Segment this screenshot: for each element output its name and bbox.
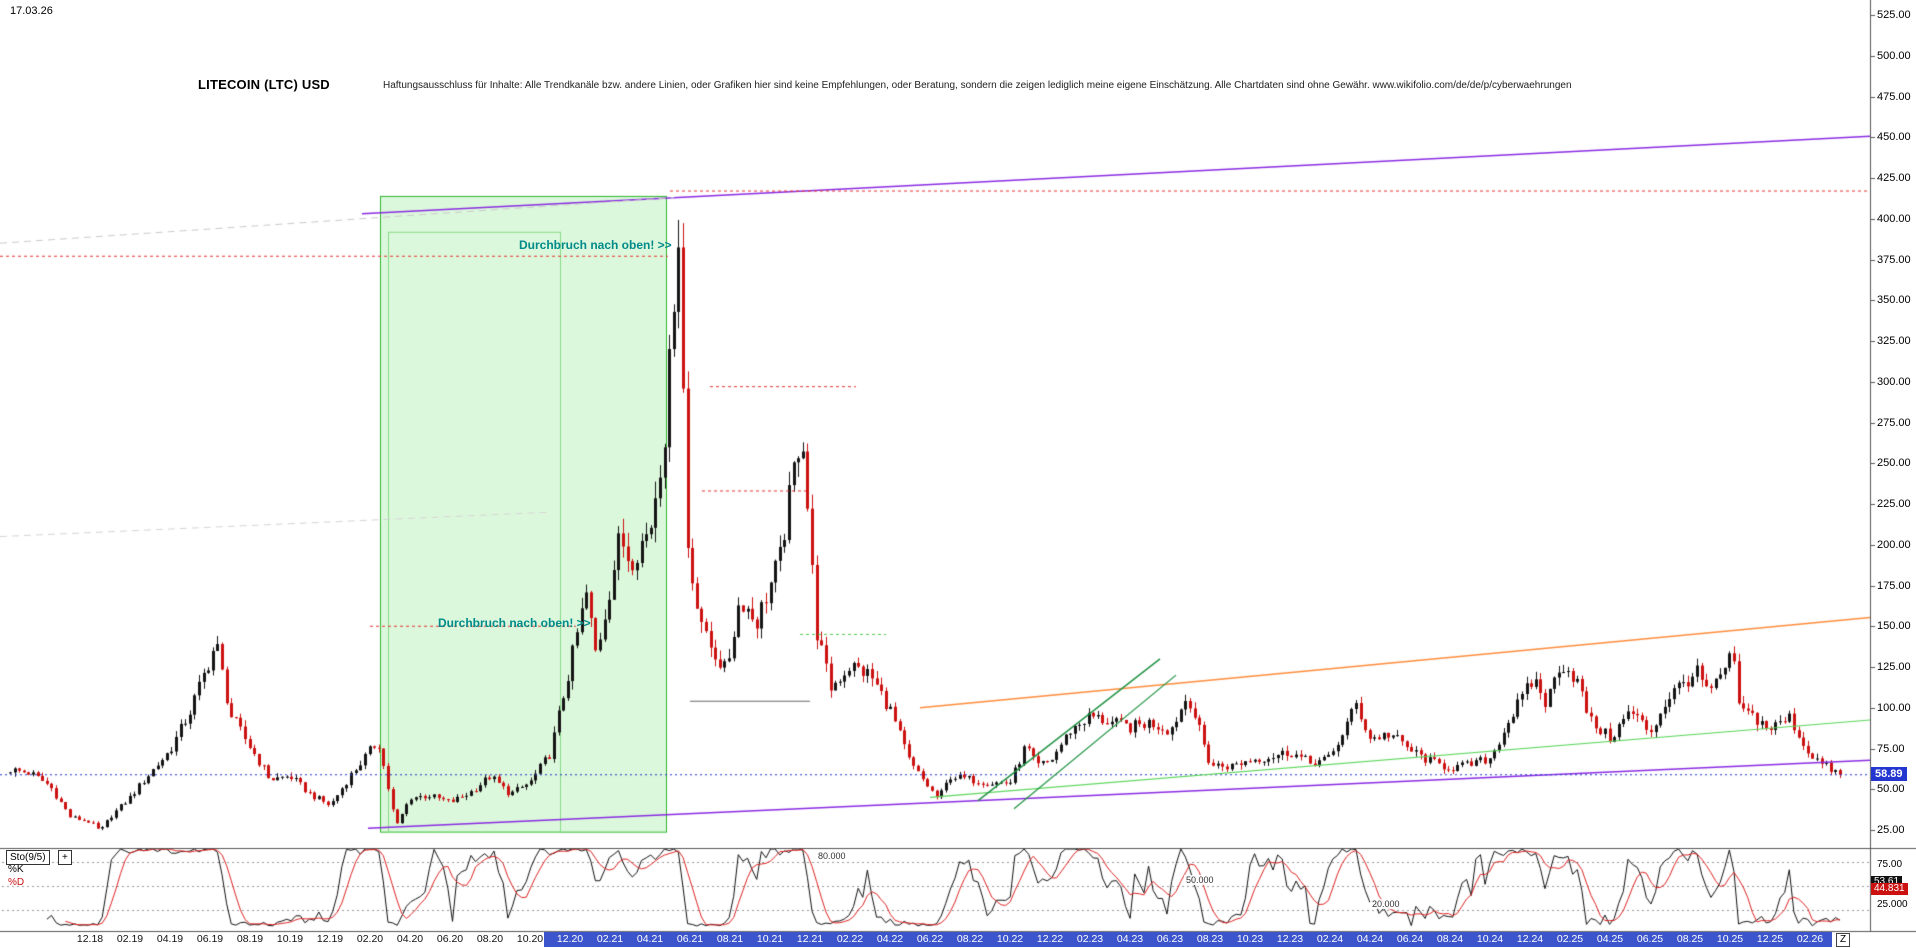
price-axis-label: 250.00 bbox=[1877, 457, 1911, 470]
price-axis-label: 50.00 bbox=[1877, 783, 1905, 796]
price-axis-label: 100.00 bbox=[1877, 701, 1911, 714]
stochastic-k-label: %K bbox=[8, 864, 24, 875]
price-axis-label: 325.00 bbox=[1877, 335, 1911, 347]
price-axis-label: 450.00 bbox=[1877, 131, 1911, 144]
time-axis-label: 02.20 bbox=[356, 933, 384, 945]
time-axis-label: 08.24 bbox=[1436, 933, 1464, 945]
time-axis-label: 10.20 bbox=[516, 933, 544, 945]
time-axis-label: 12.23 bbox=[1276, 933, 1304, 945]
indicator-level-label: 80.000 bbox=[816, 851, 848, 861]
time-axis-label: 02.22 bbox=[836, 933, 864, 945]
price-axis-label: 150.00 bbox=[1877, 620, 1911, 633]
time-axis-highlight bbox=[544, 932, 1832, 947]
zoom-button[interactable]: Z bbox=[1836, 933, 1850, 947]
time-axis-label: 10.25 bbox=[1716, 933, 1744, 945]
time-axis-label: 04.21 bbox=[636, 933, 664, 945]
time-axis-label: 08.23 bbox=[1196, 933, 1224, 945]
time-axis-label: 08.20 bbox=[476, 933, 504, 945]
time-axis-label: 04.22 bbox=[876, 933, 904, 945]
time-axis: 12.18 02.19 04.19 06.19 08.19 10.19 12.19 02.20… bbox=[0, 932, 1916, 948]
time-axis-label: 08.21 bbox=[716, 933, 744, 945]
time-axis-label: 12.22 bbox=[1036, 933, 1064, 945]
price-axis-label: 25.00 bbox=[1877, 824, 1905, 836]
indicator-add-button[interactable]: + bbox=[58, 850, 72, 865]
time-axis-label: 04.23 bbox=[1116, 933, 1144, 945]
time-axis-label: 04.24 bbox=[1356, 933, 1384, 945]
time-axis-label: 06.23 bbox=[1156, 933, 1184, 945]
time-axis-label: 06.20 bbox=[436, 933, 464, 945]
time-axis-label: 08.19 bbox=[236, 933, 264, 945]
stochastic-d-label: %D bbox=[8, 877, 25, 888]
time-axis-label: 10.22 bbox=[996, 933, 1024, 945]
time-axis-label: 02.19 bbox=[116, 933, 144, 945]
breakout-annotation-lower: Durchbruch nach oben! >> bbox=[438, 616, 591, 630]
time-axis-label: 02.24 bbox=[1316, 933, 1344, 945]
price-axis-label: 525.00 bbox=[1877, 9, 1911, 21]
time-axis-label: 02.21 bbox=[596, 933, 624, 945]
indicator-readout: 25.000 bbox=[1877, 899, 1908, 910]
disclaimer-text: Haftungsausschluss für Inhalte: Alle Tre… bbox=[383, 80, 1572, 91]
indicator-level-label: 50.000 bbox=[1184, 875, 1216, 885]
time-axis-label: 02.23 bbox=[1076, 933, 1104, 945]
chart-date-label: 17.03.26 bbox=[10, 5, 53, 17]
time-axis-label: 12.20 bbox=[556, 933, 584, 945]
indicator-readout: 44.831 bbox=[1871, 883, 1908, 896]
price-axis-label: 125.00 bbox=[1877, 661, 1911, 673]
time-axis-label: 08.22 bbox=[956, 933, 984, 945]
time-axis-label: 02.26 bbox=[1796, 933, 1824, 945]
indicator-name-button[interactable]: Sto(9/5) bbox=[6, 850, 50, 865]
time-axis-label: 12.19 bbox=[316, 933, 344, 945]
time-axis-label: 10.19 bbox=[276, 933, 304, 945]
time-axis-label: 06.21 bbox=[676, 933, 704, 945]
current-price-badge: 58.89 bbox=[1871, 766, 1907, 781]
time-axis-label: 10.23 bbox=[1236, 933, 1264, 945]
price-axis-label: 400.00 bbox=[1877, 212, 1911, 225]
time-axis-label: 12.25 bbox=[1756, 933, 1784, 945]
time-axis-label: 12.21 bbox=[796, 933, 824, 945]
time-axis-label: 02.25 bbox=[1556, 933, 1584, 945]
time-axis-label: 06.24 bbox=[1396, 933, 1424, 945]
time-axis-label: 04.20 bbox=[396, 933, 424, 945]
price-axis-label: 300.00 bbox=[1877, 375, 1911, 388]
price-axis-label: 425.00 bbox=[1877, 172, 1911, 184]
price-axis-label: 275.00 bbox=[1877, 416, 1911, 429]
time-axis-label: 12.24 bbox=[1516, 933, 1544, 945]
indicator-readout: 75.00 bbox=[1877, 859, 1903, 870]
breakout-annotation-upper: Durchbruch nach oben! >> bbox=[519, 238, 672, 252]
time-axis-label: 04.25 bbox=[1596, 933, 1624, 945]
time-axis-label: 08.25 bbox=[1676, 933, 1704, 945]
time-axis-label: 10.24 bbox=[1476, 933, 1504, 945]
price-axis-label: 225.00 bbox=[1877, 498, 1911, 510]
price-axis-label: 375.00 bbox=[1877, 253, 1911, 266]
indicator-level-label: 20.000 bbox=[1370, 899, 1402, 909]
time-axis-label: 06.25 bbox=[1636, 933, 1664, 945]
time-axis-label: 12.18 bbox=[76, 933, 104, 945]
chart-title: LITECOIN (LTC) USD bbox=[198, 77, 330, 92]
time-axis-label: 06.19 bbox=[196, 933, 224, 945]
time-axis-label: 06.22 bbox=[916, 933, 944, 945]
price-axis-label: 75.00 bbox=[1877, 742, 1905, 755]
time-axis-label: 10.21 bbox=[756, 933, 784, 945]
time-axis-label: 04.19 bbox=[156, 933, 184, 945]
price-axis-label: 500.00 bbox=[1877, 49, 1911, 62]
price-axis-label: 350.00 bbox=[1877, 294, 1911, 307]
price-axis-label: 200.00 bbox=[1877, 538, 1911, 551]
price-axis-label: 475.00 bbox=[1877, 90, 1911, 103]
price-axis-label: 175.00 bbox=[1877, 579, 1911, 592]
